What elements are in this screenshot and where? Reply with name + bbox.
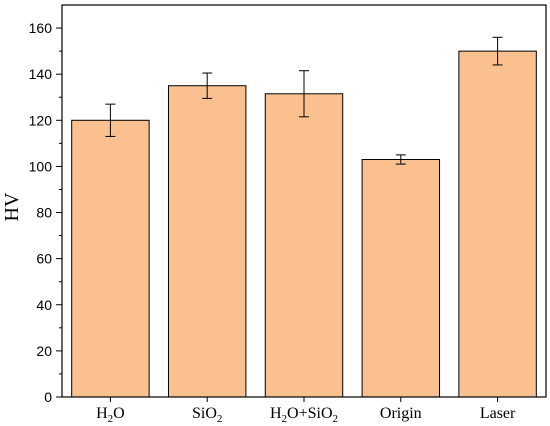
bar-4 <box>458 50 537 398</box>
y-tick-label-6: 120 <box>29 112 53 128</box>
x-tick-label-0: H2O <box>96 405 125 425</box>
x-tick-label-3: Origin <box>380 405 422 422</box>
y-tick-label-8: 160 <box>29 20 53 36</box>
y-axis-title: HV <box>1 192 23 221</box>
y-tick-label-3: 60 <box>36 251 52 267</box>
error-bars-layer <box>105 36 503 165</box>
x-tick-label-4: Laser <box>480 405 516 422</box>
labels-layer: H2O SiO2 H2O+SiO2 Origin Laser 0 20 40 60 80 100 12… <box>29 20 516 425</box>
axes-layer <box>56 4 547 402</box>
bar-0 <box>71 119 150 398</box>
bar-3 <box>361 158 441 398</box>
y-tick-label-4: 80 <box>36 205 52 221</box>
bar-2 <box>264 93 344 398</box>
y-tick-label-5: 100 <box>29 158 53 174</box>
y-tick-label-1: 20 <box>36 343 52 359</box>
plot-frame <box>61 4 547 398</box>
x-tick-label-1: SiO2 <box>192 405 222 425</box>
x-tick-label-2: H2O+SiO2 <box>270 405 338 425</box>
y-tick-label-2: 40 <box>36 297 52 313</box>
bar-1 <box>167 85 247 398</box>
y-tick-label-7: 140 <box>29 66 53 82</box>
y-tick-label-0: 0 <box>44 389 52 405</box>
